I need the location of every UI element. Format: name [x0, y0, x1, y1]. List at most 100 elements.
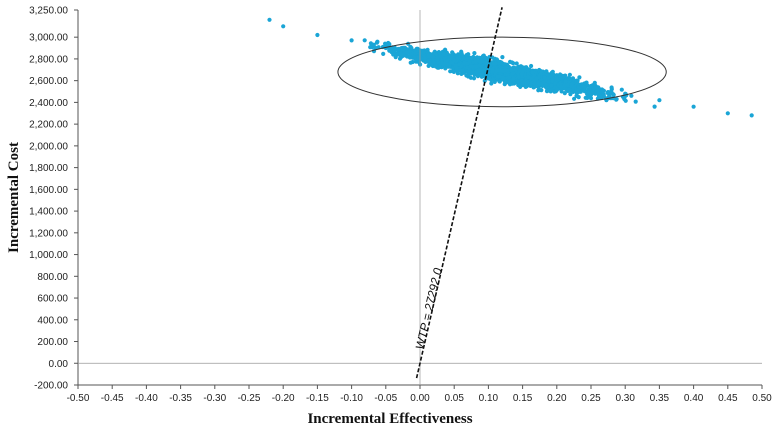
scatter-point — [416, 55, 421, 60]
scatter-point — [594, 85, 599, 90]
scatter-point — [375, 39, 380, 44]
scatter-point — [749, 113, 754, 118]
scatter-point — [408, 44, 413, 49]
scatter-point — [567, 76, 573, 81]
scatter-point — [381, 51, 386, 57]
scatter-point — [438, 54, 443, 59]
wtp-line — [415, 7, 503, 379]
scatter-point — [544, 82, 549, 87]
scatter-point — [429, 62, 434, 67]
y-tick-label: -200.00 — [34, 381, 68, 392]
scatter-point — [514, 61, 519, 66]
x-tick-label: 0.15 — [513, 393, 533, 404]
scatter-point — [362, 38, 367, 43]
x-tick-label: 0.25 — [581, 393, 601, 404]
scatter-point — [657, 98, 662, 103]
scatter-point — [474, 69, 479, 74]
x-tick-label: 0.10 — [479, 393, 499, 404]
scatter-point — [492, 79, 497, 84]
scatter-point — [597, 93, 603, 98]
x-tick-label: -0.25 — [238, 393, 261, 404]
scatter-point — [553, 81, 558, 86]
y-tick-label: 400.00 — [37, 315, 68, 326]
y-tick-label: 1,000.00 — [29, 250, 68, 261]
confidence-ellipse — [337, 36, 667, 108]
scatter-point — [554, 88, 559, 93]
scatter-point — [467, 59, 472, 64]
scatter-point — [516, 74, 521, 80]
scatter-point — [387, 48, 392, 53]
scatter-point — [281, 24, 286, 29]
scatter-point — [539, 69, 544, 74]
scatter-point — [619, 87, 624, 92]
y-tick-label: 0.00 — [49, 359, 69, 370]
scatter-point — [448, 69, 453, 74]
x-tick-label: 0.00 — [410, 393, 430, 404]
x-tick-label: 0.40 — [684, 393, 704, 404]
scatter-point — [549, 83, 554, 88]
y-tick-label: 800.00 — [37, 272, 68, 283]
y-tick-label: 200.00 — [37, 337, 68, 348]
scatter-point — [448, 60, 453, 65]
scatter-point — [493, 61, 498, 66]
scatter-point — [579, 83, 585, 88]
y-axis-title: Incremental Cost — [6, 142, 22, 253]
scatter-point — [611, 92, 616, 97]
scatter-point — [483, 60, 488, 65]
y-tick-label: 1,400.00 — [29, 207, 68, 218]
scatter-point — [472, 51, 477, 56]
scatter-point — [474, 64, 479, 69]
scatter-point — [452, 57, 457, 63]
scatter-point — [387, 42, 392, 47]
scatter-point — [383, 41, 388, 46]
scatter-point — [430, 54, 436, 59]
scatter-point — [569, 82, 574, 87]
y-tick-label: 1,200.00 — [29, 228, 68, 239]
scatter-point — [425, 47, 430, 53]
y-tick-label: 1,800.00 — [29, 163, 68, 174]
scatter-point — [441, 51, 446, 57]
tick-labels: -0.50 -0.45 -0.40 -0.35 -0.30 -0.25 -0.20 -0.15… — [29, 6, 772, 405]
scatter-point — [534, 76, 539, 81]
y-tick-label: 3,250.00 — [29, 6, 68, 17]
scatter-point — [399, 46, 404, 51]
scatter-point — [412, 55, 417, 60]
scatter-point — [568, 92, 573, 97]
scatter-point — [453, 63, 458, 68]
scatter-point — [478, 60, 483, 65]
scatter-point — [479, 64, 484, 69]
y-tick-label: 2,200.00 — [29, 120, 68, 131]
scatter-point — [503, 79, 508, 84]
scatter-point — [407, 49, 412, 54]
x-tick-label: -0.35 — [169, 393, 192, 404]
x-tick-label: -0.40 — [135, 393, 158, 404]
scatter-point — [487, 76, 492, 81]
scatter-point — [480, 54, 486, 59]
scatter-point — [508, 59, 513, 64]
scatter-point — [539, 88, 544, 93]
wtp-label: WTP = 27292.0 — [413, 266, 445, 351]
scatter-point — [497, 74, 502, 79]
scatter-point — [565, 82, 570, 87]
scatter-point — [614, 97, 619, 102]
scatter-point — [520, 69, 525, 75]
scatter-point — [466, 52, 471, 57]
scatter-point — [548, 89, 553, 94]
scatter-point — [575, 78, 580, 83]
scatter-point — [462, 60, 467, 66]
scatter-point — [536, 88, 541, 93]
y-tick-label: 2,400.00 — [29, 98, 68, 109]
x-tick-label: 0.20 — [547, 393, 567, 404]
scatter-point — [544, 69, 549, 74]
y-tick-label: 3,000.00 — [29, 33, 68, 44]
y-tick-label: 2,000.00 — [29, 141, 68, 152]
scatter-point — [567, 87, 572, 92]
scatter-point — [595, 88, 601, 93]
scatter-point — [600, 89, 605, 94]
scatter-point — [315, 32, 320, 38]
scatter-point — [541, 80, 546, 85]
scatter-point — [524, 83, 529, 88]
y-tick-label: 2,800.00 — [29, 54, 68, 65]
scatter-point — [576, 88, 581, 93]
scatter-point — [510, 71, 516, 76]
